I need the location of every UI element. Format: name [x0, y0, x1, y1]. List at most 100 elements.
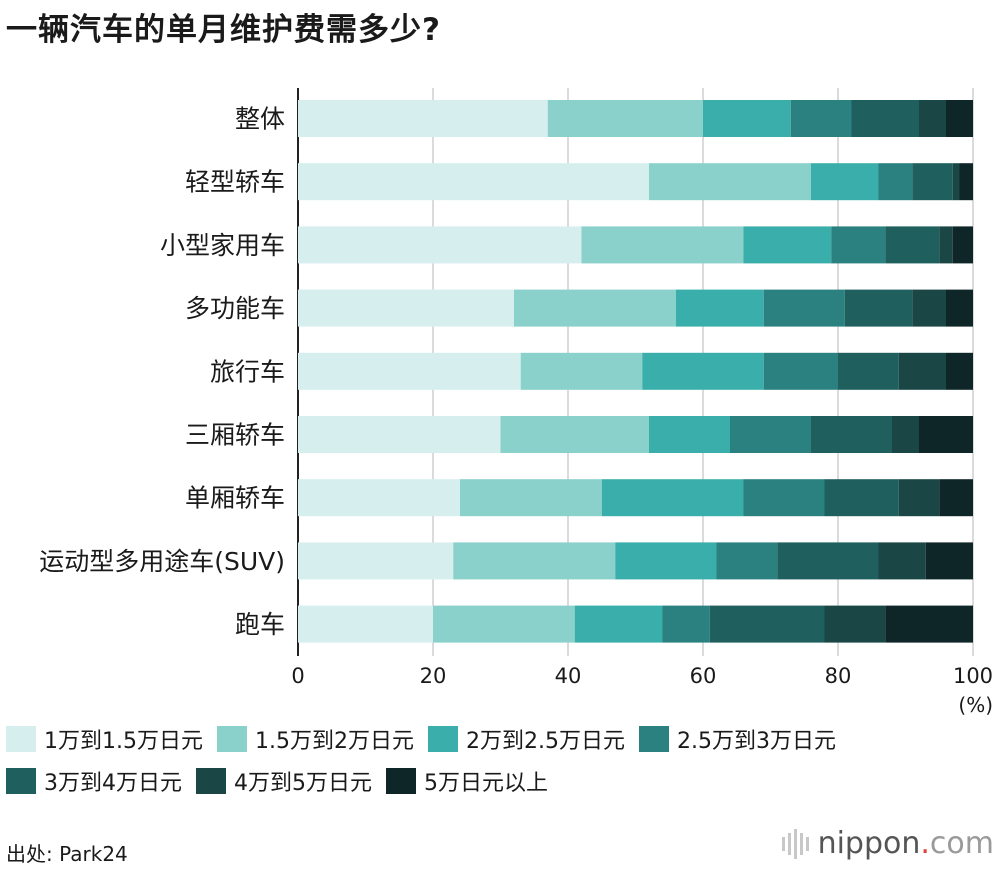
- bar-segment: [649, 163, 811, 201]
- legend: 1万到1.5万日元 1.5万到2万日元 2万到2.5万日元 2.5万到3万日元 3万到…: [6, 718, 1000, 802]
- legend-swatch: [6, 768, 36, 794]
- logo-bars-icon: [781, 828, 812, 859]
- bar-segment: [520, 352, 643, 390]
- bar-segment: [743, 479, 825, 517]
- x-tick-label: 100: [953, 664, 993, 688]
- bar-segment: [676, 289, 764, 327]
- bar-segment: [703, 100, 791, 137]
- bar-segment: [514, 289, 676, 327]
- bar-segment: [946, 100, 973, 137]
- bar-segment: [959, 163, 973, 201]
- bar-segment: [642, 352, 764, 390]
- bar-segment: [547, 100, 703, 137]
- bar-segment: [919, 416, 973, 453]
- bar-segment: [649, 416, 730, 453]
- category-label: 多功能车: [185, 294, 285, 323]
- legend-row: 1万到1.5万日元 1.5万到2万日元 2万到2.5万日元 2.5万到3万日元: [6, 718, 1000, 760]
- x-tick-label: 40: [555, 664, 582, 688]
- bar-segment: [838, 352, 899, 390]
- chart-title: 一辆汽车的单月维护费需多少?: [6, 12, 441, 48]
- bar-segment: [844, 289, 913, 327]
- bar-segment: [581, 226, 744, 264]
- bar-segment: [298, 226, 582, 264]
- bar-segment: [946, 289, 973, 327]
- x-tick-label: 20: [420, 664, 447, 688]
- bar-segment: [763, 352, 838, 390]
- bar-segment: [811, 163, 879, 201]
- category-label: 整体: [235, 105, 285, 134]
- bar-segment: [885, 605, 973, 643]
- legend-item: 4万到5万日元: [196, 765, 372, 797]
- bar-segment: [952, 163, 960, 201]
- bar-segment: [298, 605, 433, 643]
- bar-segment: [939, 479, 973, 517]
- bar-segment: [298, 163, 649, 201]
- legend-swatch: [428, 726, 458, 752]
- legend-label: 4万到5万日元: [234, 771, 372, 796]
- legend-label: 1万到1.5万日元: [44, 729, 203, 754]
- bar-segment: [662, 605, 710, 643]
- bar-segment: [298, 479, 460, 517]
- bar-segment: [298, 100, 548, 137]
- bar-segment: [851, 100, 919, 137]
- legend-swatch: [196, 768, 226, 794]
- nippon-logo: nippon.com: [781, 826, 994, 861]
- bar-segment: [743, 226, 832, 264]
- bar-segment: [824, 479, 899, 517]
- bar-segment: [777, 542, 879, 580]
- bar-segment: [298, 416, 501, 453]
- bar-segment: [790, 100, 852, 137]
- legend-swatch: [6, 726, 36, 752]
- bar-segment: [885, 226, 940, 264]
- legend-label: 2.5万到3万日元: [677, 729, 836, 754]
- bar-segment: [460, 479, 602, 517]
- bar-segment: [939, 226, 953, 264]
- legend-label: 1.5万到2万日元: [255, 729, 414, 754]
- bar-segment: [919, 100, 946, 137]
- bar-segment: [433, 605, 575, 643]
- bar-segment: [898, 479, 940, 517]
- bars: [298, 100, 973, 643]
- bar-segment: [912, 163, 953, 201]
- category-label: 轻型轿车: [185, 168, 285, 197]
- bar-segment: [500, 416, 649, 453]
- legend-item: 3万到4万日元: [6, 765, 182, 797]
- bar-segment: [912, 289, 946, 327]
- bar-segment: [709, 605, 825, 643]
- x-tick-label: 60: [690, 664, 717, 688]
- brand-name: nippon: [817, 826, 921, 861]
- bar-segment: [878, 542, 926, 580]
- legend-label: 2万到2.5万日元: [466, 729, 625, 754]
- category-label: 旅行车: [210, 357, 285, 386]
- legend-label: 5万日元以上: [424, 771, 548, 796]
- category-label: 跑车: [235, 610, 285, 639]
- bar-segment: [925, 542, 973, 580]
- bar-segment: [298, 352, 521, 390]
- bar-segment: [574, 605, 663, 643]
- legend-item: 5万日元以上: [386, 765, 548, 797]
- source-note: 出处: Park24: [6, 842, 128, 866]
- bar-segment: [952, 226, 973, 264]
- legend-swatch: [639, 726, 669, 752]
- unit-label: (%): [958, 693, 993, 717]
- legend-swatch: [217, 726, 247, 752]
- bar-segment: [763, 289, 845, 327]
- legend-row: 3万到4万日元 4万到5万日元 5万日元以上: [6, 760, 1000, 802]
- bar-segment: [946, 352, 973, 390]
- legend-swatch: [386, 768, 416, 794]
- bar-segment: [298, 542, 454, 580]
- x-tick-label: 0: [291, 664, 304, 688]
- bar-segment: [298, 289, 514, 327]
- bar-segment: [898, 352, 946, 390]
- category-label: 三厢轿车: [185, 421, 285, 450]
- legend-item: 1万到1.5万日元: [6, 723, 203, 755]
- x-tick-label: 80: [825, 664, 852, 688]
- bar-segment: [824, 605, 886, 643]
- brand-suffix: com: [929, 826, 994, 861]
- bar-segment: [730, 416, 811, 453]
- legend-label: 3万到4万日元: [44, 771, 182, 796]
- bar-segment: [601, 479, 744, 517]
- category-label: 单厢轿车: [185, 484, 285, 513]
